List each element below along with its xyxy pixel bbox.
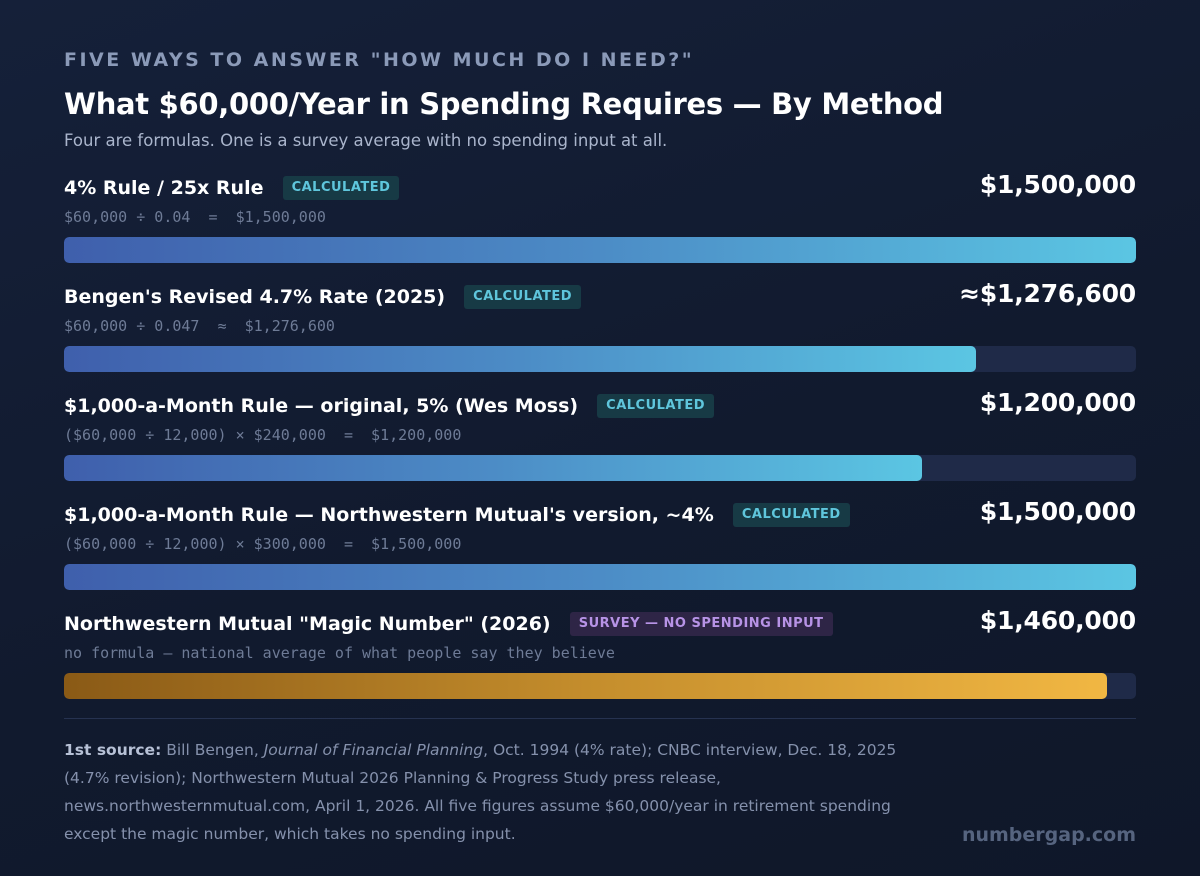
chart-subtitle: Four are formulas. One is a survey avera… <box>64 131 668 150</box>
method-badge: SURVEY — NO SPENDING INPUT <box>569 612 833 636</box>
source-journal: Journal of Financial Planning <box>263 741 484 759</box>
bar-value-label: $1,460,000 <box>979 606 1136 635</box>
bar-row: 4% Rule / 25x Rule CALCULATED $1,500,000… <box>64 170 1136 281</box>
method-badge: CALCULATED <box>464 285 582 309</box>
chart-kicker: FIVE WAYS TO ANSWER "HOW MUCH DO I NEED?… <box>64 49 695 71</box>
source-lead: 1st source: <box>64 741 162 759</box>
bar-track <box>64 237 1136 263</box>
bar-fill <box>64 455 922 481</box>
chart-container: FIVE WAYS TO ANSWER "HOW MUCH DO I NEED?… <box>64 48 1136 717</box>
bar-formula: ($60,000 ÷ 12,000) × $300,000 = $1,500,0… <box>64 535 462 553</box>
bar-label: Northwestern Mutual "Magic Number" (2026… <box>64 613 551 635</box>
bar-row: $1,000-a-Month Rule — Northwestern Mutua… <box>64 497 1136 608</box>
footer-divider <box>64 718 1136 719</box>
bar-fill <box>64 346 977 372</box>
source-author: Bill Bengen, <box>161 741 264 759</box>
bar-track <box>64 673 1136 699</box>
brand-logo-text: numbergap.com <box>961 824 1136 846</box>
bar-value-label: $1,500,000 <box>979 497 1136 526</box>
bar-track <box>64 346 1136 372</box>
bar-track <box>64 564 1136 590</box>
method-badge: CALCULATED <box>597 394 715 418</box>
bar-fill <box>64 673 1108 699</box>
bar-label: $1,000-a-Month Rule — Northwestern Mutua… <box>64 504 714 526</box>
bar-fill <box>64 564 1136 590</box>
source-rest: , Oct. 1994 (4% rate); CNBC interview, D… <box>64 741 897 843</box>
bar-row: Bengen's Revised 4.7% Rate (2025) CALCUL… <box>64 279 1136 390</box>
bar-formula: $60,000 ÷ 0.047 ≈ $1,276,600 <box>64 317 335 335</box>
bar-value-label: $1,500,000 <box>979 170 1136 199</box>
bar-track <box>64 455 1136 481</box>
bar-label: 4% Rule / 25x Rule <box>64 177 264 199</box>
bar-value-label: ≈$1,276,600 <box>959 279 1136 308</box>
bar-label: $1,000-a-Month Rule — original, 5% (Wes … <box>64 395 579 417</box>
source-note: 1st source: Bill Bengen, Journal of Fina… <box>64 736 944 848</box>
bar-formula: ($60,000 ÷ 12,000) × $240,000 = $1,200,0… <box>64 426 462 444</box>
bar-rows: 4% Rule / 25x Rule CALCULATED $1,500,000… <box>64 170 1136 717</box>
bar-value-label: $1,200,000 <box>979 388 1136 417</box>
bar-row: $1,000-a-Month Rule — original, 5% (Wes … <box>64 388 1136 499</box>
bar-row: Northwestern Mutual "Magic Number" (2026… <box>64 606 1136 717</box>
bar-label: Bengen's Revised 4.7% Rate (2025) <box>64 286 446 308</box>
bar-formula: no formula — national average of what pe… <box>64 644 615 662</box>
method-badge: CALCULATED <box>732 503 850 527</box>
bar-formula: $60,000 ÷ 0.04 = $1,500,000 <box>64 208 326 226</box>
chart-title: What $60,000/Year in Spending Requires —… <box>64 87 944 121</box>
method-badge: CALCULATED <box>282 176 400 200</box>
bar-fill <box>64 237 1136 263</box>
